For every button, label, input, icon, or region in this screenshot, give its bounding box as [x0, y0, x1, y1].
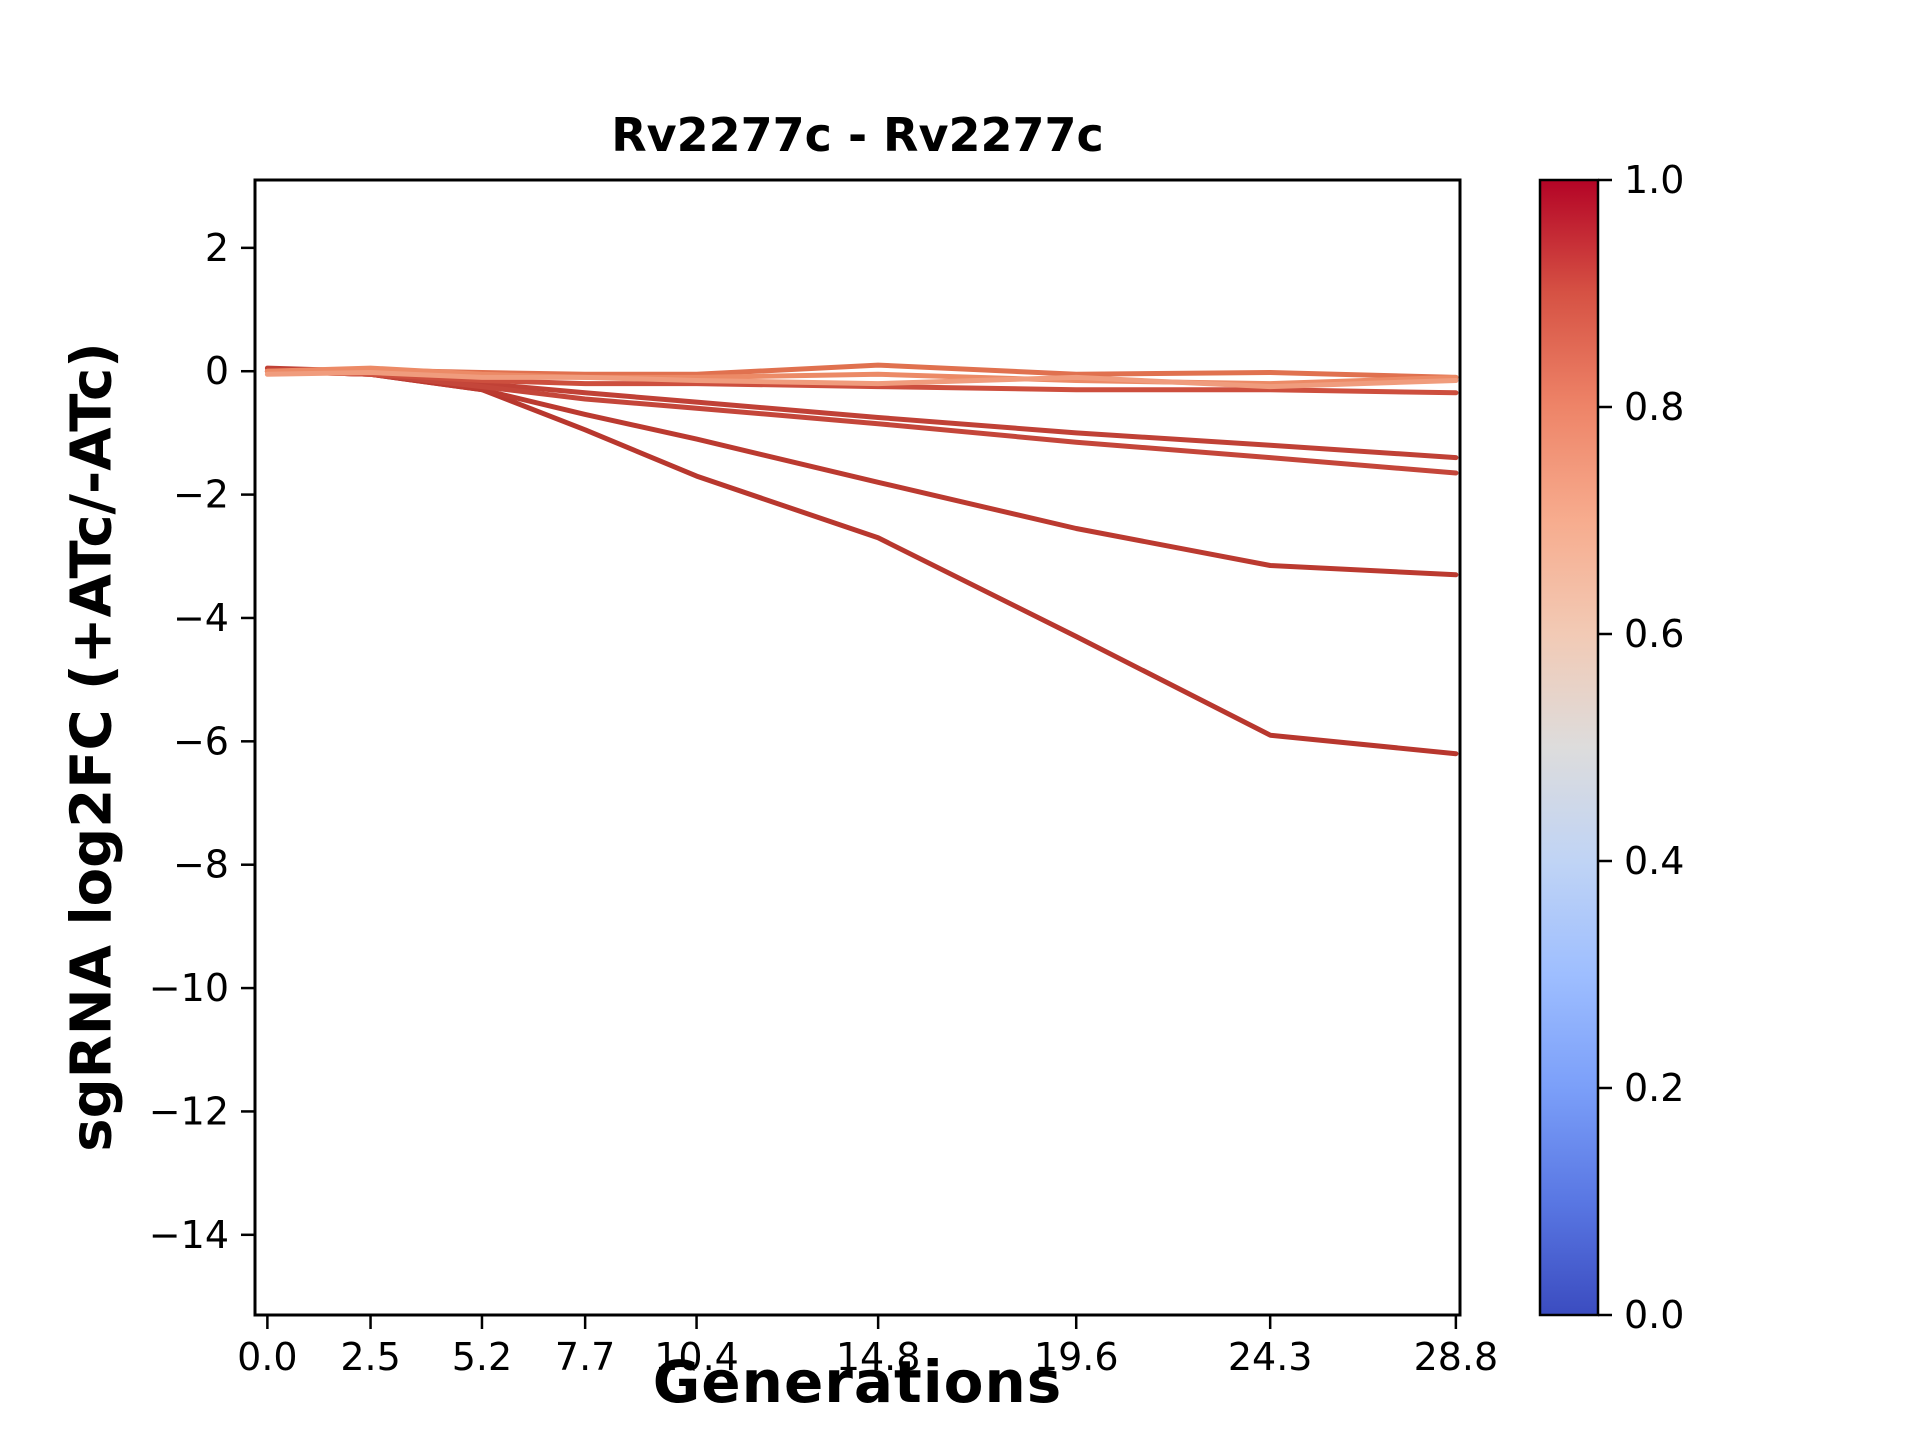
x-tick-label: 19.6 — [1034, 1335, 1119, 1379]
y-tick-label: 0 — [205, 349, 229, 393]
x-tick-label: 5.2 — [452, 1335, 512, 1379]
y-tick-label: −10 — [149, 966, 229, 1010]
series-line-line_1 — [264, 368, 1459, 757]
colorbar-tick-label: 1.0 — [1624, 158, 1684, 202]
plot-border — [253, 178, 1462, 1317]
x-tick-label: 2.5 — [340, 1335, 400, 1379]
series-line-line_2 — [264, 368, 1459, 578]
x-tick-label: 7.7 — [555, 1335, 615, 1379]
colorbar — [1538, 178, 1600, 1317]
colorbar-tick-label: 0.2 — [1624, 1066, 1684, 1110]
colorbar-tick-label: 0.8 — [1624, 385, 1684, 429]
x-tick-label: 28.8 — [1414, 1335, 1499, 1379]
x-axis-label: Generations — [652, 1348, 1063, 1416]
x-tick-label: 14.8 — [836, 1335, 921, 1379]
colorbar-tick-label: 0.4 — [1624, 839, 1684, 883]
series-lines-group — [264, 362, 1459, 757]
y-tick-label: −12 — [149, 1089, 229, 1133]
x-tick-label: 0.0 — [237, 1335, 297, 1379]
y-tick-label: −4 — [173, 596, 229, 640]
y-axis-label: sgRNA log2FC (+ATc/-ATc) — [59, 342, 125, 1152]
y-tick-label: −6 — [173, 719, 229, 763]
colorbar-tick-label: 0.0 — [1624, 1293, 1684, 1337]
y-tick-label: −14 — [149, 1213, 229, 1257]
chart-title: Rv2277c - Rv2277c — [611, 108, 1104, 162]
y-tick-label: −2 — [173, 473, 229, 517]
x-tick-label: 24.3 — [1228, 1335, 1313, 1379]
series-line-line_8 — [264, 370, 1459, 390]
x-tick-label: 10.4 — [654, 1335, 739, 1379]
y-tick-label: −8 — [173, 843, 229, 887]
y-tick-label: 2 — [205, 226, 229, 270]
colorbar-tick-label: 0.6 — [1624, 612, 1684, 656]
